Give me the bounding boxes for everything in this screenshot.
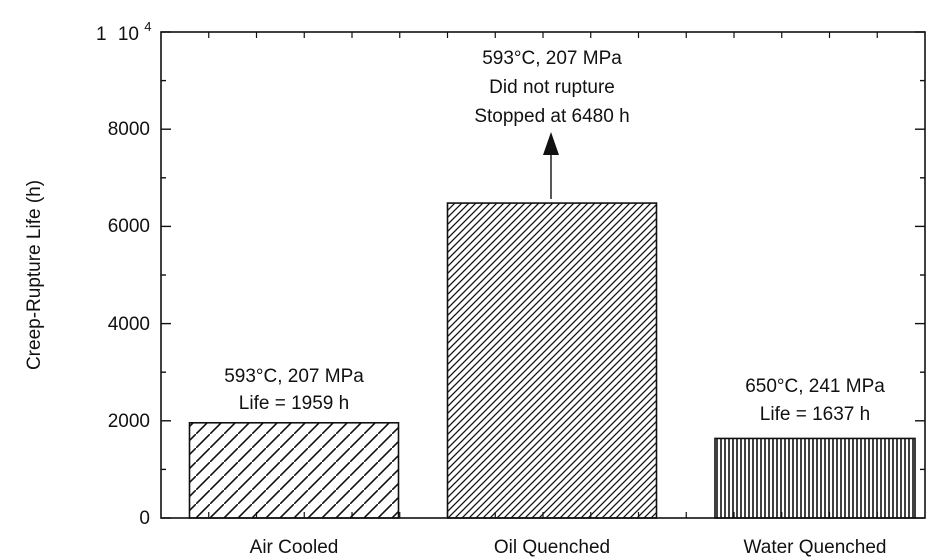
- category-label-oil-quenched: Oil Quenched: [494, 537, 610, 558]
- bar-air-cooled: [188, 421, 400, 519]
- y-tick-label-top: 1 10 4: [96, 19, 152, 45]
- annotation-air-cooled-line-1: 593°C, 207 MPa: [224, 366, 364, 387]
- annotation-oil-quenched-line-1: 593°C, 207 MPa: [482, 48, 622, 69]
- bars: [188, 202, 916, 519]
- annotation-water-quenched-line-2: Life = 1637 h: [760, 404, 870, 425]
- annotation-water-quenched-line-1: 650°C, 241 MPa: [745, 376, 885, 397]
- y-tick-label-6000: 6000: [108, 216, 150, 237]
- y-axis-ticks: [161, 31, 925, 519]
- y-tick-label-2000: 2000: [108, 411, 150, 432]
- bar-oil-quenched: [446, 202, 658, 519]
- annotation-oil-quenched-line-3: Stopped at 6480 h: [474, 106, 629, 127]
- y-axis-title: Creep-Rupture Life (h): [24, 180, 45, 370]
- y-tick-label-4000: 4000: [108, 314, 150, 335]
- annotation-air-cooled-line-2: Life = 1959 h: [239, 393, 349, 414]
- bar-water-quenched: [714, 437, 916, 519]
- y-tick-label-8000: 8000: [108, 119, 150, 140]
- arrow-head-icon: [543, 132, 559, 155]
- category-label-water-quenched: Water Quenched: [744, 537, 887, 558]
- y-tick-label-0: 0: [139, 508, 150, 529]
- category-label-air-cooled: Air Cooled: [250, 537, 339, 558]
- annotation-oil-quenched-line-2: Did not rupture: [489, 77, 615, 98]
